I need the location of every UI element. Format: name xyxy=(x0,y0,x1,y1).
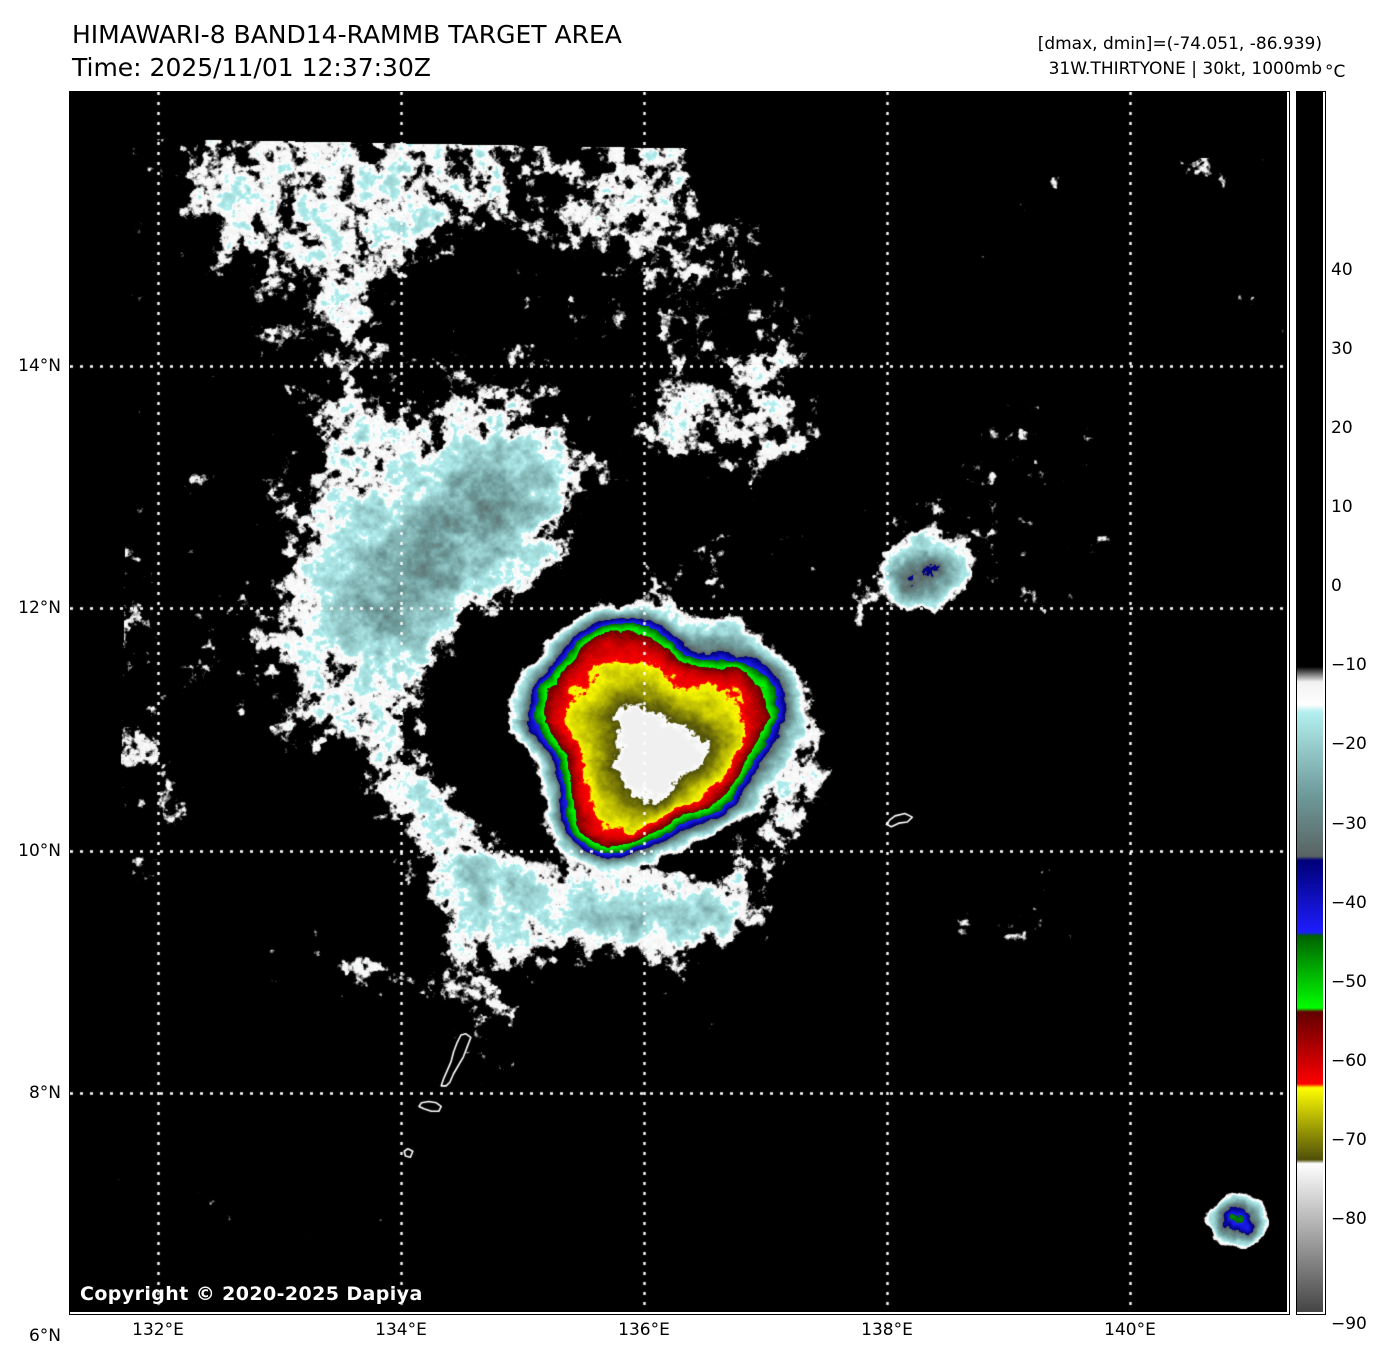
storm-info-label: 31W.THIRTYONE | 30kt, 1000mb xyxy=(1048,59,1322,79)
latitude-tick-label: 8°N xyxy=(28,1083,61,1103)
dmax-dmin-label: [dmax, dmin]=(-74.051, -86.939) xyxy=(1037,34,1322,54)
longitude-tick-label: 136°E xyxy=(618,1320,670,1340)
colorbar-tick-label: −30 xyxy=(1331,814,1367,834)
colorbar-tick-label: 30 xyxy=(1331,339,1353,359)
colorbar-tick-label: −10 xyxy=(1331,655,1367,675)
title-line: HIMAWARI-8 BAND14-RAMMB TARGET AREA xyxy=(72,20,622,49)
copyright-notice: Copyright © 2020-2025 Dapiya xyxy=(80,1283,423,1305)
latitude-tick-label: 12°N xyxy=(18,598,61,618)
longitude-tick-label: 138°E xyxy=(861,1320,913,1340)
colorbar-tick-label: −60 xyxy=(1331,1051,1367,1071)
colorbar-tick-label: −80 xyxy=(1331,1209,1367,1229)
colorbar-gradient xyxy=(1297,92,1323,1312)
colorbar-tick-label: −70 xyxy=(1331,1130,1367,1150)
colorbar-tick-label: 10 xyxy=(1331,497,1353,517)
satellite-image-plot[interactable] xyxy=(70,92,1287,1312)
longitude-tick-label: 140°E xyxy=(1104,1320,1156,1340)
latitude-tick-label: 14°N xyxy=(18,356,61,376)
latitude-tick-label: 10°N xyxy=(18,841,61,861)
colorbar-tick-label: −20 xyxy=(1331,734,1367,754)
page-title: HIMAWARI-8 BAND14-RAMMB TARGET AREA Time… xyxy=(72,18,832,84)
colorbar-tick-label: 40 xyxy=(1331,260,1353,280)
colorbar-tick-label: −40 xyxy=(1331,893,1367,913)
metadata-block: [dmax, dmin]=(-74.051, -86.939) 31W.THIR… xyxy=(1038,32,1322,82)
colorbar[interactable] xyxy=(1297,92,1323,1312)
time-line: Time: 2025/11/01 12:37:30Z xyxy=(72,53,431,82)
colorbar-tick-label: −90 xyxy=(1331,1314,1367,1334)
colorbar-tick-label: −50 xyxy=(1331,972,1367,992)
colorbar-tick-label: 20 xyxy=(1331,418,1353,438)
colorbar-units-label: °C xyxy=(1325,62,1346,82)
colorbar-tick-label: 0 xyxy=(1331,576,1342,596)
longitude-tick-label: 134°E xyxy=(375,1320,427,1340)
longitude-tick-label: 132°E xyxy=(132,1320,184,1340)
lat-lon-gridlines xyxy=(70,92,1287,1312)
latitude-tick-label: 6°N xyxy=(28,1326,61,1346)
